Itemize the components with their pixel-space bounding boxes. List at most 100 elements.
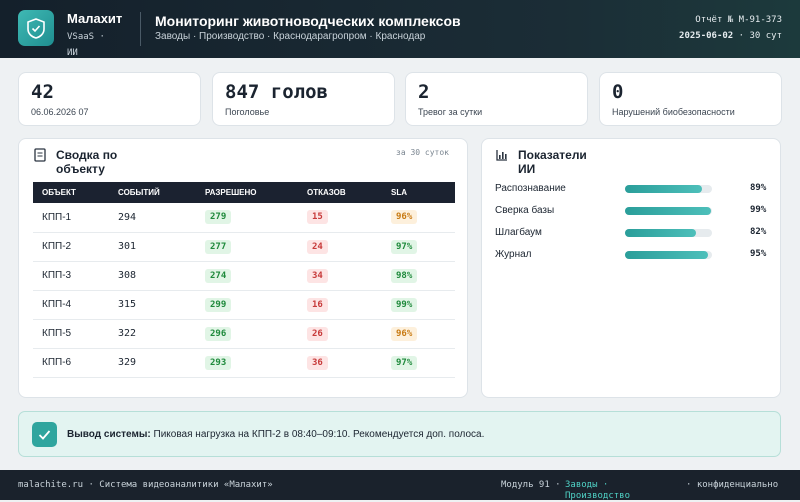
table-cell: 294 [109,203,196,233]
table-cell: 97% [382,232,455,262]
column-header: ОБЪЕКТ [33,182,109,203]
table-row: КПП-2 301 277 24 97% [33,232,455,262]
output-message: Пиковая нагрузка на КПП-2 в 08:40–09:10.… [153,429,485,440]
badge: 99% [391,297,418,312]
footer-right: · конфиденциально [686,480,779,490]
kpi-card: 2 Тревог за сутки [405,72,588,126]
breadcrumbs: Заводы · Производство · Краснодарагропро… [155,31,426,42]
badge: 299 [205,297,232,312]
table-cell: 315 [109,290,196,320]
column-header: РАЗРЕШЕНО [196,182,298,203]
badge: 98% [391,268,418,283]
divider [140,12,141,46]
badge: 296 [205,326,232,341]
header-row: ОБЪЕКТ СОБЫТИЙ РАЗРЕШЕНО ОТКАЗОВ SLA [33,182,455,203]
table-cell: 36 [298,348,382,378]
bar-track [625,229,712,237]
badge: 279 [205,210,232,225]
kpi-card: 847 голов Поголовье [212,72,395,126]
kpi-label: 06.06.2026 07 [31,107,89,117]
output-label: Вывод системы: [67,429,151,440]
table-cell: 299 [196,290,298,320]
bar-fill [625,185,703,193]
badge: 293 [205,355,232,370]
kpi-label: Тревог за сутки [418,107,483,117]
kpi-value: 42 [31,81,54,103]
table-cell: 98% [382,261,455,291]
badge: 97% [391,239,418,254]
column-header: SLA [382,182,455,203]
badge: 34 [307,268,328,283]
metric-value: 89% [750,183,767,193]
table-cell: 322 [109,319,196,349]
table-cell: 274 [196,261,298,291]
table-cell: 301 [109,232,196,262]
table-cell: КПП-2 [33,232,109,262]
bar-track [625,207,712,215]
bar-fill [625,251,708,259]
badge: 97% [391,355,418,370]
bar-fill [625,229,697,237]
kpi-value: 2 [418,81,430,103]
kpi-card: 42 06.06.2026 07 [18,72,201,126]
column-header: СОБЫТИЙ [109,182,196,203]
table-cell: 34 [298,261,382,291]
doc-icon [34,148,46,162]
table-cell: 96% [382,319,455,349]
badge: 96% [391,210,418,225]
footer: malachite.ru · Система видеоаналитики «М… [0,470,800,501]
footer-module: Модуль 91 · [501,480,561,490]
badge: 274 [205,268,232,283]
report-date: 2025-06-02 · 30 сут [672,29,782,43]
badge: 96% [391,326,418,341]
table-row: КПП-6 329 293 36 97% [33,348,455,378]
table-cell: 279 [196,203,298,233]
metric-value: 99% [750,205,767,215]
table-cell: КПП-5 [33,319,109,349]
ai-panel: Показатели ИИ Распознавание 89% Сверка баз… [481,138,781,398]
table-cell: 15 [298,203,382,233]
panel-period: за 30 суток [396,148,449,157]
footer-left: malachite.ru · Система видеоаналитики «М… [18,480,273,490]
metric-name: Журнал [495,249,532,260]
badge: 15 [307,210,328,225]
table-cell: 296 [196,319,298,349]
summary-panel: Сводка по объекту за 30 суток ОБЪЕКТ СОБЫ… [18,138,468,398]
table-cell: 24 [298,232,382,262]
column-header: ОТКАЗОВ [298,182,382,203]
bar-track [625,251,712,259]
output-banner: Вывод системы: Пиковая нагрузка на КПП-2… [18,411,781,457]
kpi-value: 0 [612,81,624,103]
table-row: КПП-3 308 274 34 98% [33,261,455,291]
table-row: КПП-1 294 279 15 96% [33,203,455,233]
bar-fill [625,207,712,215]
table-row: КПП-5 322 296 26 96% [33,319,455,349]
table-cell: КПП-3 [33,261,109,291]
output-text: Вывод системы: Пиковая нагрузка на КПП-2… [67,428,487,442]
kpi-label: Нарушений биобезопасности [612,107,735,117]
panel-title: Сводка по объекту [56,148,118,176]
header: Малахит VSaaS · ИИ Мониторинг животновод… [0,0,800,58]
kpi-label: Поголовье [225,107,270,117]
panel-title: Показатели ИИ [518,148,587,176]
table-cell: 293 [196,348,298,378]
brand: Малахит [67,11,123,26]
metric-name: Сверка базы [495,205,555,216]
table-cell: 26 [298,319,382,349]
badge: 277 [205,239,232,254]
logo [18,10,54,46]
date: 2025-06-02 [679,31,734,41]
table-row: КПП-4 315 299 16 99% [33,290,455,320]
table-cell: 16 [298,290,382,320]
table-cell: КПП-4 [33,290,109,320]
metric-value: 95% [750,249,767,259]
table-cell: КПП-6 [33,348,109,378]
check-icon [32,422,57,447]
footer-links[interactable]: Заводы · Производство [565,480,631,501]
brand-sub: ИИ [67,48,78,58]
kpi-card: 0 Нарушений биобезопасности [599,72,782,126]
metric-value: 82% [750,227,767,237]
report-id: Отчёт № М-91-373 [695,15,782,25]
table-cell: 277 [196,232,298,262]
